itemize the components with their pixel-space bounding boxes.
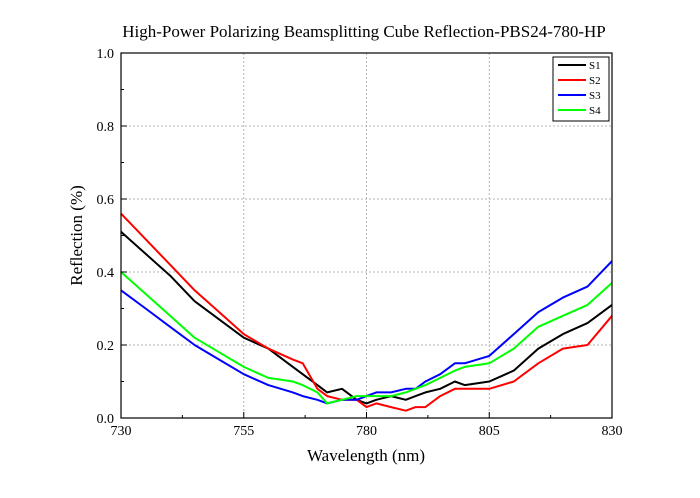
grid <box>121 53 612 418</box>
x-tick-label: 805 <box>479 424 500 439</box>
legend-label: S2 <box>589 75 601 87</box>
x-axis-label: Wavelength (nm) <box>307 446 425 465</box>
x-tick-label: 830 <box>602 424 623 439</box>
series-line-s3 <box>120 260 613 405</box>
series-line-s4 <box>120 271 613 405</box>
y-tick-label: 0.4 <box>97 266 115 281</box>
x-axis: 730 755 780 805 830 <box>111 412 623 439</box>
series-lines <box>120 212 613 412</box>
y-axis-label: Reflection (%) <box>67 185 86 286</box>
x-tick-label: 730 <box>111 424 132 439</box>
legend-label: S1 <box>589 60 601 72</box>
y-tick-label: 0.2 <box>97 339 115 354</box>
series-line-s2 <box>120 212 613 412</box>
series-line-s1 <box>120 231 613 405</box>
x-tick-label: 755 <box>233 424 254 439</box>
y-tick-label: 0.6 <box>97 193 115 208</box>
legend: S1 S2 S3 S4 <box>552 56 610 122</box>
chart-title: High-Power Polarizing Beamsplitting Cube… <box>122 22 606 41</box>
y-axis: 0.0 0.2 0.4 0.6 0.8 1.0 <box>97 47 127 427</box>
y-tick-label: 0.8 <box>97 120 115 135</box>
legend-label: S4 <box>589 105 601 117</box>
legend-label: S3 <box>589 90 601 102</box>
y-tick-label: 1.0 <box>97 47 115 62</box>
x-tick-label: 780 <box>356 424 377 439</box>
y-tick-label: 0.0 <box>97 412 115 427</box>
